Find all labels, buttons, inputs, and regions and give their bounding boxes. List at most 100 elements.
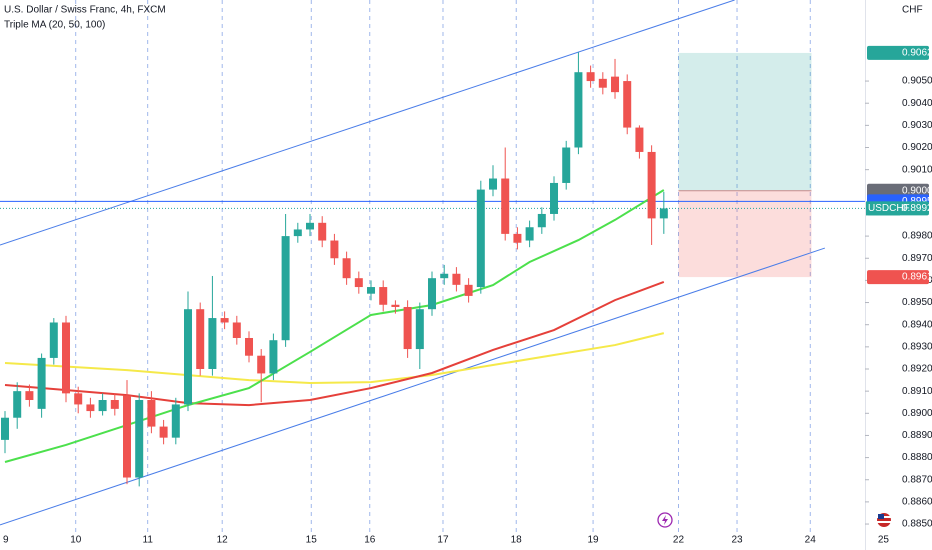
x-tick-label: 19 bbox=[587, 535, 599, 546]
candle-body bbox=[1, 417, 10, 440]
flag-icon[interactable] bbox=[877, 513, 891, 527]
stop-label: 0.89615 bbox=[902, 272, 932, 283]
moving-average bbox=[4, 281, 665, 407]
candle-body bbox=[86, 404, 95, 412]
candle-body bbox=[598, 78, 607, 88]
candle-body bbox=[62, 322, 71, 394]
last-price-label: 0.89925 bbox=[902, 203, 932, 214]
candle-body bbox=[184, 309, 193, 405]
candle-body bbox=[220, 318, 229, 323]
candle-body bbox=[123, 395, 132, 478]
loss-zone bbox=[678, 190, 812, 278]
candle-body bbox=[330, 240, 339, 259]
trendline bbox=[0, 0, 735, 246]
target-label-box bbox=[867, 45, 929, 60]
candle-body bbox=[562, 147, 571, 183]
candle-body bbox=[611, 76, 620, 93]
x-tick-label: 22 bbox=[673, 535, 685, 546]
candle-body bbox=[74, 393, 83, 405]
symbol-label: USDCHF bbox=[868, 203, 910, 214]
candle-body bbox=[13, 391, 22, 418]
x-tick-label: 12 bbox=[217, 535, 229, 546]
stop-label-box bbox=[867, 270, 929, 285]
candle-body bbox=[635, 127, 644, 152]
indicator-name: Triple MA (20, 50, 100) bbox=[4, 20, 105, 31]
candle-body bbox=[257, 355, 266, 374]
profit-zone bbox=[678, 52, 812, 191]
x-tick-label: 25 bbox=[878, 535, 890, 546]
candle-body bbox=[342, 258, 351, 279]
candle-body bbox=[135, 400, 144, 478]
x-tick-label: 10 bbox=[70, 535, 82, 546]
plot-area bbox=[0, 0, 865, 536]
candle-body bbox=[232, 322, 241, 338]
candle-body bbox=[379, 287, 388, 305]
candle-body bbox=[367, 287, 376, 294]
x-tick-label: 18 bbox=[511, 535, 523, 546]
candle-body bbox=[464, 284, 473, 296]
candle-body bbox=[318, 222, 327, 241]
candle-body bbox=[525, 227, 534, 241]
candle-body bbox=[269, 340, 278, 374]
symbol-box bbox=[866, 201, 900, 216]
candle-body bbox=[354, 278, 363, 288]
candle-body bbox=[550, 182, 559, 214]
candle-body bbox=[403, 306, 412, 350]
candle-body bbox=[452, 273, 461, 285]
candle-body bbox=[49, 322, 58, 358]
candle-body bbox=[391, 304, 400, 307]
candle-body bbox=[647, 151, 656, 219]
x-tick-label: 24 bbox=[805, 535, 817, 546]
chart-title: U.S. Dollar / Swiss Franc, 4h, FXCM bbox=[4, 5, 166, 16]
x-tick-label: 16 bbox=[364, 535, 376, 546]
candle-body bbox=[208, 318, 217, 369]
candle-body bbox=[574, 72, 583, 148]
candle-body bbox=[659, 208, 668, 219]
x-tick-label: 9 bbox=[3, 535, 9, 546]
candle-body bbox=[586, 72, 595, 82]
x-tick-label: 17 bbox=[437, 535, 449, 546]
candle-body bbox=[110, 400, 119, 409]
x-tick-label: 23 bbox=[731, 535, 743, 546]
candle-body bbox=[306, 222, 315, 230]
entry-label-box bbox=[867, 183, 929, 198]
candle-body bbox=[196, 309, 205, 369]
candle-body bbox=[440, 273, 449, 279]
candle-body bbox=[147, 400, 156, 427]
candle-body bbox=[415, 309, 424, 350]
candle-body bbox=[37, 357, 46, 409]
candle-body bbox=[159, 426, 168, 438]
candle-body bbox=[623, 81, 632, 128]
candle-body bbox=[428, 278, 437, 310]
candle-body bbox=[25, 391, 34, 401]
trendline bbox=[0, 247, 826, 526]
candle-body bbox=[293, 229, 302, 237]
currency: CHF bbox=[902, 5, 923, 16]
x-tick-label: 15 bbox=[306, 535, 318, 546]
candle-body bbox=[245, 337, 254, 356]
x-tick-label: 11 bbox=[143, 535, 154, 546]
target-label: 0.90627 bbox=[902, 48, 932, 59]
event-icon[interactable] bbox=[657, 512, 673, 528]
candle-body bbox=[476, 189, 485, 288]
